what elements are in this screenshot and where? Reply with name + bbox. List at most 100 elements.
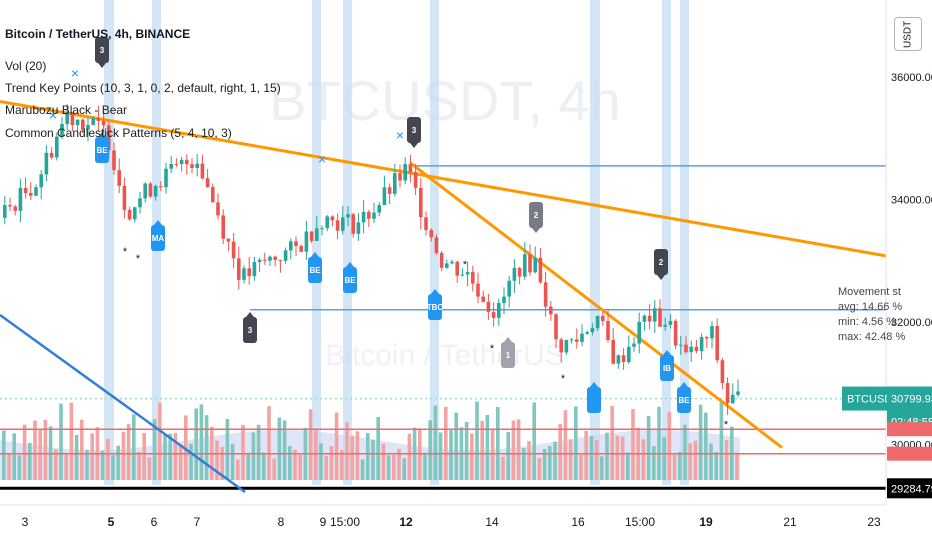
- candle-body: [424, 217, 428, 231]
- candle-body: [361, 211, 366, 223]
- indicator-legend: Vol (20) Trend Key Points (10, 3, 1, 0, …: [5, 55, 281, 144]
- volume-bar: [334, 412, 339, 480]
- legend-vol[interactable]: Vol (20): [5, 59, 47, 73]
- candle-body: [585, 332, 589, 334]
- highlight-column: [590, 0, 600, 485]
- candle-body: [351, 214, 355, 234]
- time-tick-label: 15:00: [330, 515, 360, 529]
- time-tick-label: 16: [571, 515, 585, 529]
- volume-bar: [579, 454, 583, 480]
- volume-bar: [220, 447, 224, 480]
- movement-stats-title: Movement st: [838, 286, 901, 298]
- volume-bar: [251, 432, 256, 480]
- candle-body: [497, 302, 501, 318]
- cross-marker: ×: [396, 127, 404, 143]
- candle-body: [580, 333, 584, 342]
- candle-body: [226, 238, 231, 242]
- candle-body: [632, 343, 636, 347]
- candle-body: [325, 216, 329, 229]
- volume-bar: [589, 435, 594, 480]
- legend-trend-key-points[interactable]: Trend Key Points (10, 3, 1, 0, 2, defaul…: [5, 81, 281, 96]
- pattern-badge: BE: [677, 382, 691, 413]
- candle-body: [190, 164, 194, 168]
- pattern-badge-label: TBC: [427, 303, 444, 312]
- volume-bar: [678, 451, 682, 480]
- pattern-badge: 3: [407, 117, 421, 148]
- candle-body: [382, 187, 387, 206]
- black-level-label-box: [887, 478, 932, 499]
- volume-bar: [106, 438, 110, 480]
- volume-bar: [28, 442, 32, 480]
- candle-body: [23, 187, 28, 194]
- candle-body: [39, 174, 43, 188]
- volume-bar: [714, 452, 718, 480]
- candle-body: [445, 263, 449, 268]
- time-tick-label: 8: [278, 515, 285, 529]
- candle-body: [200, 163, 205, 179]
- volume-bar: [501, 456, 505, 480]
- red-level-label: [887, 422, 932, 437]
- volume-bar: [277, 417, 282, 480]
- candle-body: [393, 173, 397, 194]
- candle-body: [8, 205, 12, 207]
- candle-body: [346, 214, 350, 218]
- volume-bar: [438, 432, 443, 480]
- volume-bar: [496, 407, 500, 480]
- movement-stats-min: min: 4.56 %: [838, 316, 897, 328]
- volume-bar: [605, 432, 609, 480]
- watermark-sub: Bitcoin / TetherUS: [325, 339, 565, 372]
- candle-body: [367, 211, 371, 219]
- volume-bar: [340, 450, 344, 480]
- pattern-badge: 3: [243, 312, 257, 343]
- cross-marker: ×: [71, 65, 79, 81]
- volume-bar: [532, 402, 536, 480]
- volume-bar: [574, 406, 578, 480]
- volume-bar: [272, 458, 276, 480]
- candle-body: [60, 124, 64, 137]
- candle-body: [621, 355, 626, 363]
- candle-body: [289, 241, 293, 251]
- volume-bar: [407, 433, 412, 480]
- pattern-badge: IB: [660, 350, 674, 381]
- pattern-badge: 2: [529, 202, 543, 233]
- candle-body: [283, 250, 288, 261]
- candle-body: [694, 346, 699, 352]
- volume-bar: [402, 458, 406, 480]
- currency-button[interactable]: USDT: [894, 17, 922, 51]
- volume-bar: [709, 443, 713, 480]
- candle-body: [34, 187, 38, 196]
- candle-body: [122, 185, 127, 210]
- candle-body: [320, 228, 324, 230]
- candle-body: [512, 267, 517, 281]
- legend-marubozu[interactable]: Marubozu Black - Bear: [5, 103, 128, 118]
- candle-body: [559, 339, 563, 353]
- highlight-column: [680, 0, 689, 485]
- price-tick-label: 32000.00: [891, 317, 932, 329]
- candle-body: [13, 206, 17, 211]
- legend-candlestick-patterns[interactable]: Common Candlestick Patterns (5, 4, 10, 3…: [5, 125, 232, 140]
- price-tick-label: 36000.00: [891, 72, 932, 84]
- candle-body: [185, 159, 189, 165]
- pattern-badge-label: 2: [659, 258, 664, 267]
- volume-bar: [584, 430, 588, 480]
- candle-body: [549, 306, 553, 315]
- volume-bar: [376, 416, 380, 480]
- candle-body: [3, 205, 7, 218]
- volume-bar: [85, 449, 89, 480]
- volume-bar: [33, 420, 37, 480]
- cross-marker: ×: [49, 107, 57, 123]
- candle-body: [268, 256, 272, 261]
- volume-bar: [480, 420, 484, 480]
- volume-bar: [386, 455, 391, 480]
- candle-body: [653, 308, 657, 322]
- volume-bar: [158, 402, 162, 480]
- volume-bar: [132, 414, 136, 480]
- volume-bar: [126, 423, 131, 480]
- volume-bar: [329, 446, 334, 480]
- star-marker: *: [123, 246, 128, 258]
- volume-bar: [225, 418, 230, 480]
- candle-body: [663, 324, 667, 327]
- volume-bar: [111, 455, 115, 480]
